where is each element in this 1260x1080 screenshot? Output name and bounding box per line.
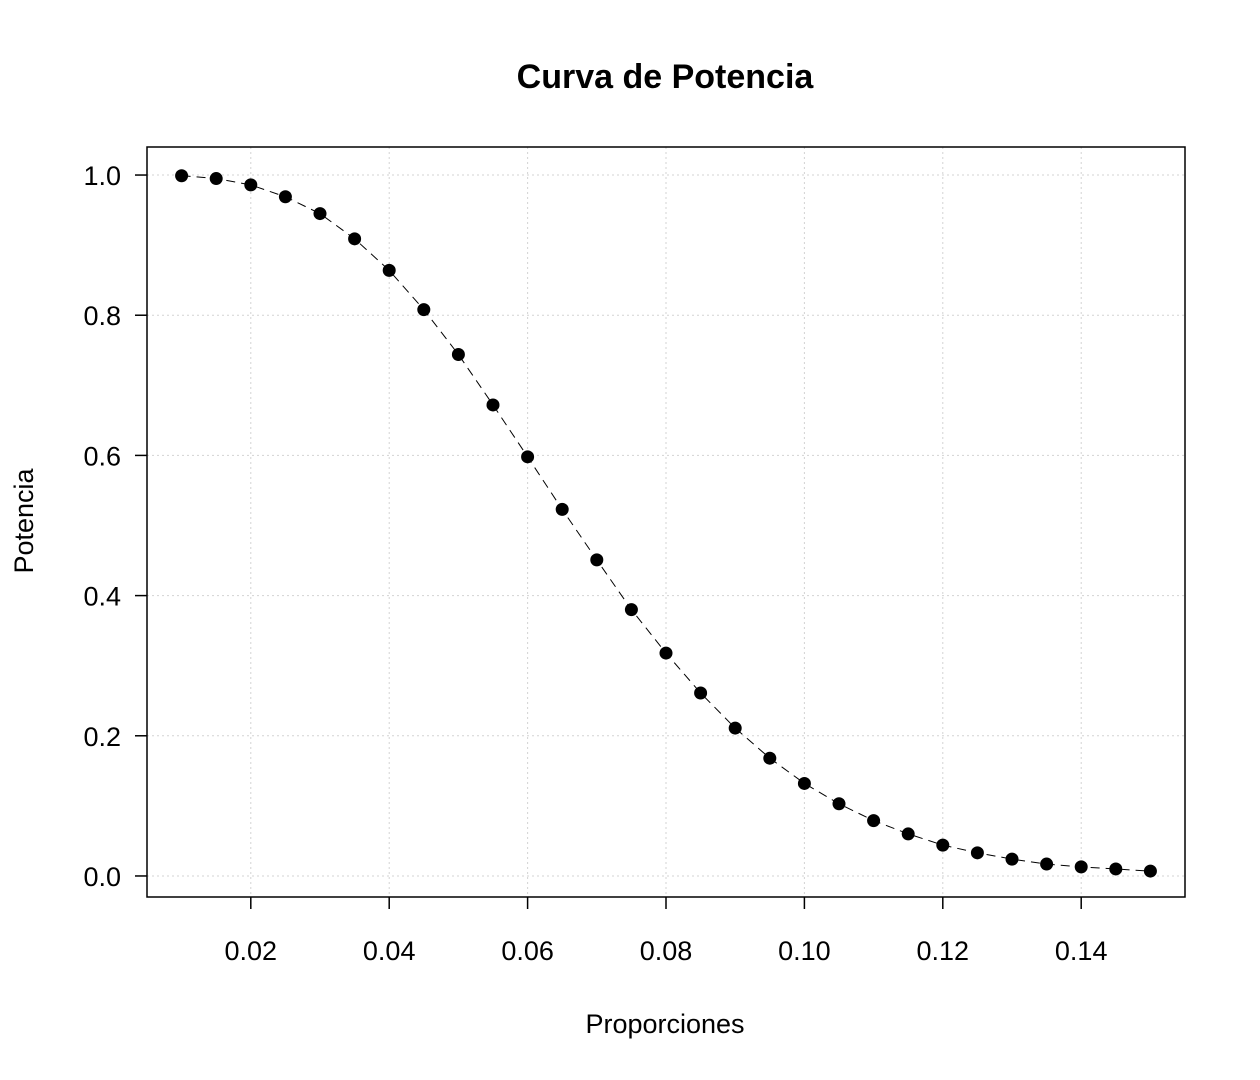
x-tick-label: 0.12 (917, 936, 970, 966)
data-point (763, 751, 777, 765)
data-points (175, 169, 1157, 878)
data-point (901, 827, 915, 841)
data-point (590, 553, 604, 567)
x-axis: 0.02 0.04 0.06 0.08 0.10 0.12 0.14 (225, 897, 1108, 966)
data-point (451, 347, 465, 361)
y-tick-label: 1.0 (83, 161, 121, 191)
y-tick-label: 0.4 (83, 582, 121, 612)
y-tick-label: 0.0 (83, 862, 121, 892)
data-point (936, 838, 950, 852)
data-point (521, 450, 535, 464)
data-point (659, 646, 673, 660)
y-tick-label: 0.8 (83, 301, 121, 331)
data-point (313, 207, 327, 221)
grid-lines (147, 147, 1185, 897)
data-point (175, 169, 189, 183)
data-point (797, 776, 811, 790)
x-axis-label: Proporciones (585, 1009, 744, 1039)
data-point (624, 603, 638, 617)
x-tick-label: 0.04 (363, 936, 416, 966)
data-point (209, 172, 223, 186)
data-point (1005, 852, 1019, 866)
x-tick-label: 0.06 (501, 936, 554, 966)
y-axis: 0.0 0.2 0.4 0.6 0.8 1.0 (83, 161, 147, 892)
data-point (694, 686, 708, 700)
data-point (1040, 857, 1054, 871)
data-point (555, 502, 569, 516)
data-point (970, 846, 984, 860)
x-tick-label: 0.02 (225, 936, 278, 966)
x-tick-label: 0.10 (778, 936, 831, 966)
data-point (1109, 862, 1123, 876)
data-point (867, 814, 881, 828)
x-tick-label: 0.08 (640, 936, 693, 966)
y-tick-label: 0.2 (83, 722, 121, 752)
data-point (1074, 860, 1088, 874)
data-point (486, 398, 500, 412)
data-point (728, 721, 742, 735)
data-point (244, 178, 258, 192)
data-point (348, 232, 362, 246)
data-point (832, 797, 846, 811)
data-point (382, 263, 396, 277)
chart-title: Curva de Potencia (517, 58, 815, 96)
data-point (278, 190, 292, 204)
y-axis-label: Potencia (9, 467, 39, 573)
y-tick-label: 0.6 (83, 441, 121, 471)
data-point (1143, 864, 1157, 878)
data-point (417, 303, 431, 317)
x-tick-label: 0.14 (1055, 936, 1108, 966)
